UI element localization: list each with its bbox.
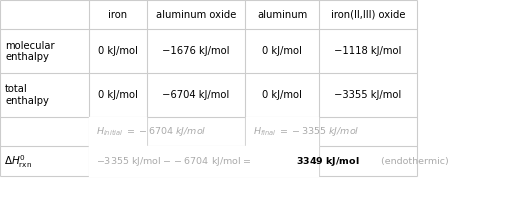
Text: aluminum: aluminum — [257, 10, 307, 20]
Text: 0 kJ/mol: 0 kJ/mol — [97, 90, 137, 100]
Text: $\Delta H^0_\mathregular{rxn}$: $\Delta H^0_\mathregular{rxn}$ — [4, 153, 32, 170]
Text: molecular
enthalpy: molecular enthalpy — [5, 41, 55, 62]
Text: $H_\mathregular{final}$ $= -3355\ \mathregular{kJ/mol}$: $H_\mathregular{final}$ $= -3355\ \mathr… — [252, 125, 359, 138]
Text: total
enthalpy: total enthalpy — [5, 84, 49, 106]
Text: 0 kJ/mol: 0 kJ/mol — [97, 46, 137, 56]
Text: −3355 kJ/mol: −3355 kJ/mol — [334, 90, 401, 100]
Text: aluminum oxide: aluminum oxide — [156, 10, 236, 20]
Text: iron(II,III) oxide: iron(II,III) oxide — [330, 10, 405, 20]
Text: −6704 kJ/mol: −6704 kJ/mol — [162, 90, 229, 100]
Text: 0 kJ/mol: 0 kJ/mol — [262, 46, 301, 56]
Text: $-3355\ \mathregular{kJ/mol} - -6704\ \mathregular{kJ/mol} = $: $-3355\ \mathregular{kJ/mol} - -6704\ \m… — [96, 155, 250, 168]
Text: −1118 kJ/mol: −1118 kJ/mol — [334, 46, 401, 56]
Text: $\mathbf{3349\ kJ/mol}$: $\mathbf{3349\ kJ/mol}$ — [295, 155, 359, 168]
Text: $H_\mathregular{initial}$ $= -6704\ \mathregular{kJ/mol}$: $H_\mathregular{initial}$ $= -6704\ \mat… — [96, 125, 206, 138]
Text: 0 kJ/mol: 0 kJ/mol — [262, 90, 301, 100]
Text: −1676 kJ/mol: −1676 kJ/mol — [162, 46, 229, 56]
Text: iron: iron — [108, 10, 127, 20]
Text: (endothermic): (endothermic) — [378, 157, 448, 166]
